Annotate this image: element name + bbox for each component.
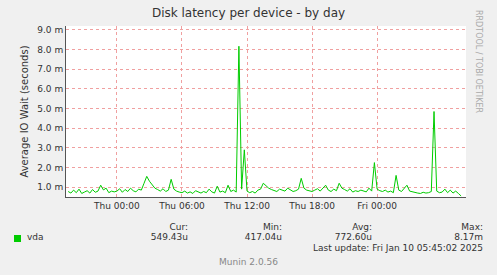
html-text:Cur:: Cur: <box>169 222 188 232</box>
html-text:Last update: Fri Jan 10 05:45:: Last update: Fri Jan 10 05:45:02 2025 <box>313 243 483 253</box>
html-text:Min:: Min: <box>263 222 282 232</box>
svg-text:Fri 00:00: Fri 00:00 <box>357 201 397 211</box>
svg-text:Thu 12:00: Thu 12:00 <box>223 201 270 211</box>
html-text:772.60u: 772.60u <box>334 232 372 242</box>
svg-text:3.0 m: 3.0 m <box>37 143 63 153</box>
svg-text:Average IO Wait (seconds): Average IO Wait (seconds) <box>19 45 30 177</box>
svg-text:Thu 18:00: Thu 18:00 <box>288 201 335 211</box>
html-text:RRDTOOL / TOBI OETIKER: RRDTOOL / TOBI OETIKER <box>474 10 483 113</box>
svg-text:8.0 m: 8.0 m <box>37 45 63 55</box>
html-text:417.04u: 417.04u <box>244 232 282 242</box>
html-text:Avg:: Avg: <box>352 222 372 232</box>
svg-text:Thu 06:00: Thu 06:00 <box>158 201 205 211</box>
html-text:Munin 2.0.56: Munin 2.0.56 <box>219 257 278 267</box>
svg-text:4.0 m: 4.0 m <box>37 123 63 133</box>
svg-text:5.0 m: 5.0 m <box>37 104 63 114</box>
svg-text:7.0 m: 7.0 m <box>37 64 63 74</box>
html-text:vda: vda <box>27 232 44 242</box>
svg-text:2.0 m: 2.0 m <box>37 163 63 173</box>
svg-text:6.0 m: 6.0 m <box>37 84 63 94</box>
html-text:Max:: Max: <box>461 222 483 232</box>
html-text:549.43u: 549.43u <box>150 232 188 242</box>
svg-text:9.0 m: 9.0 m <box>37 25 63 35</box>
html-text:8.17m: 8.17m <box>454 232 483 242</box>
svg-text:Thu 00:00: Thu 00:00 <box>93 201 140 211</box>
svg-text:1.0 m: 1.0 m <box>37 182 63 192</box>
svg-text:Disk latency per device - by d: Disk latency per device - by day <box>152 6 345 20</box>
